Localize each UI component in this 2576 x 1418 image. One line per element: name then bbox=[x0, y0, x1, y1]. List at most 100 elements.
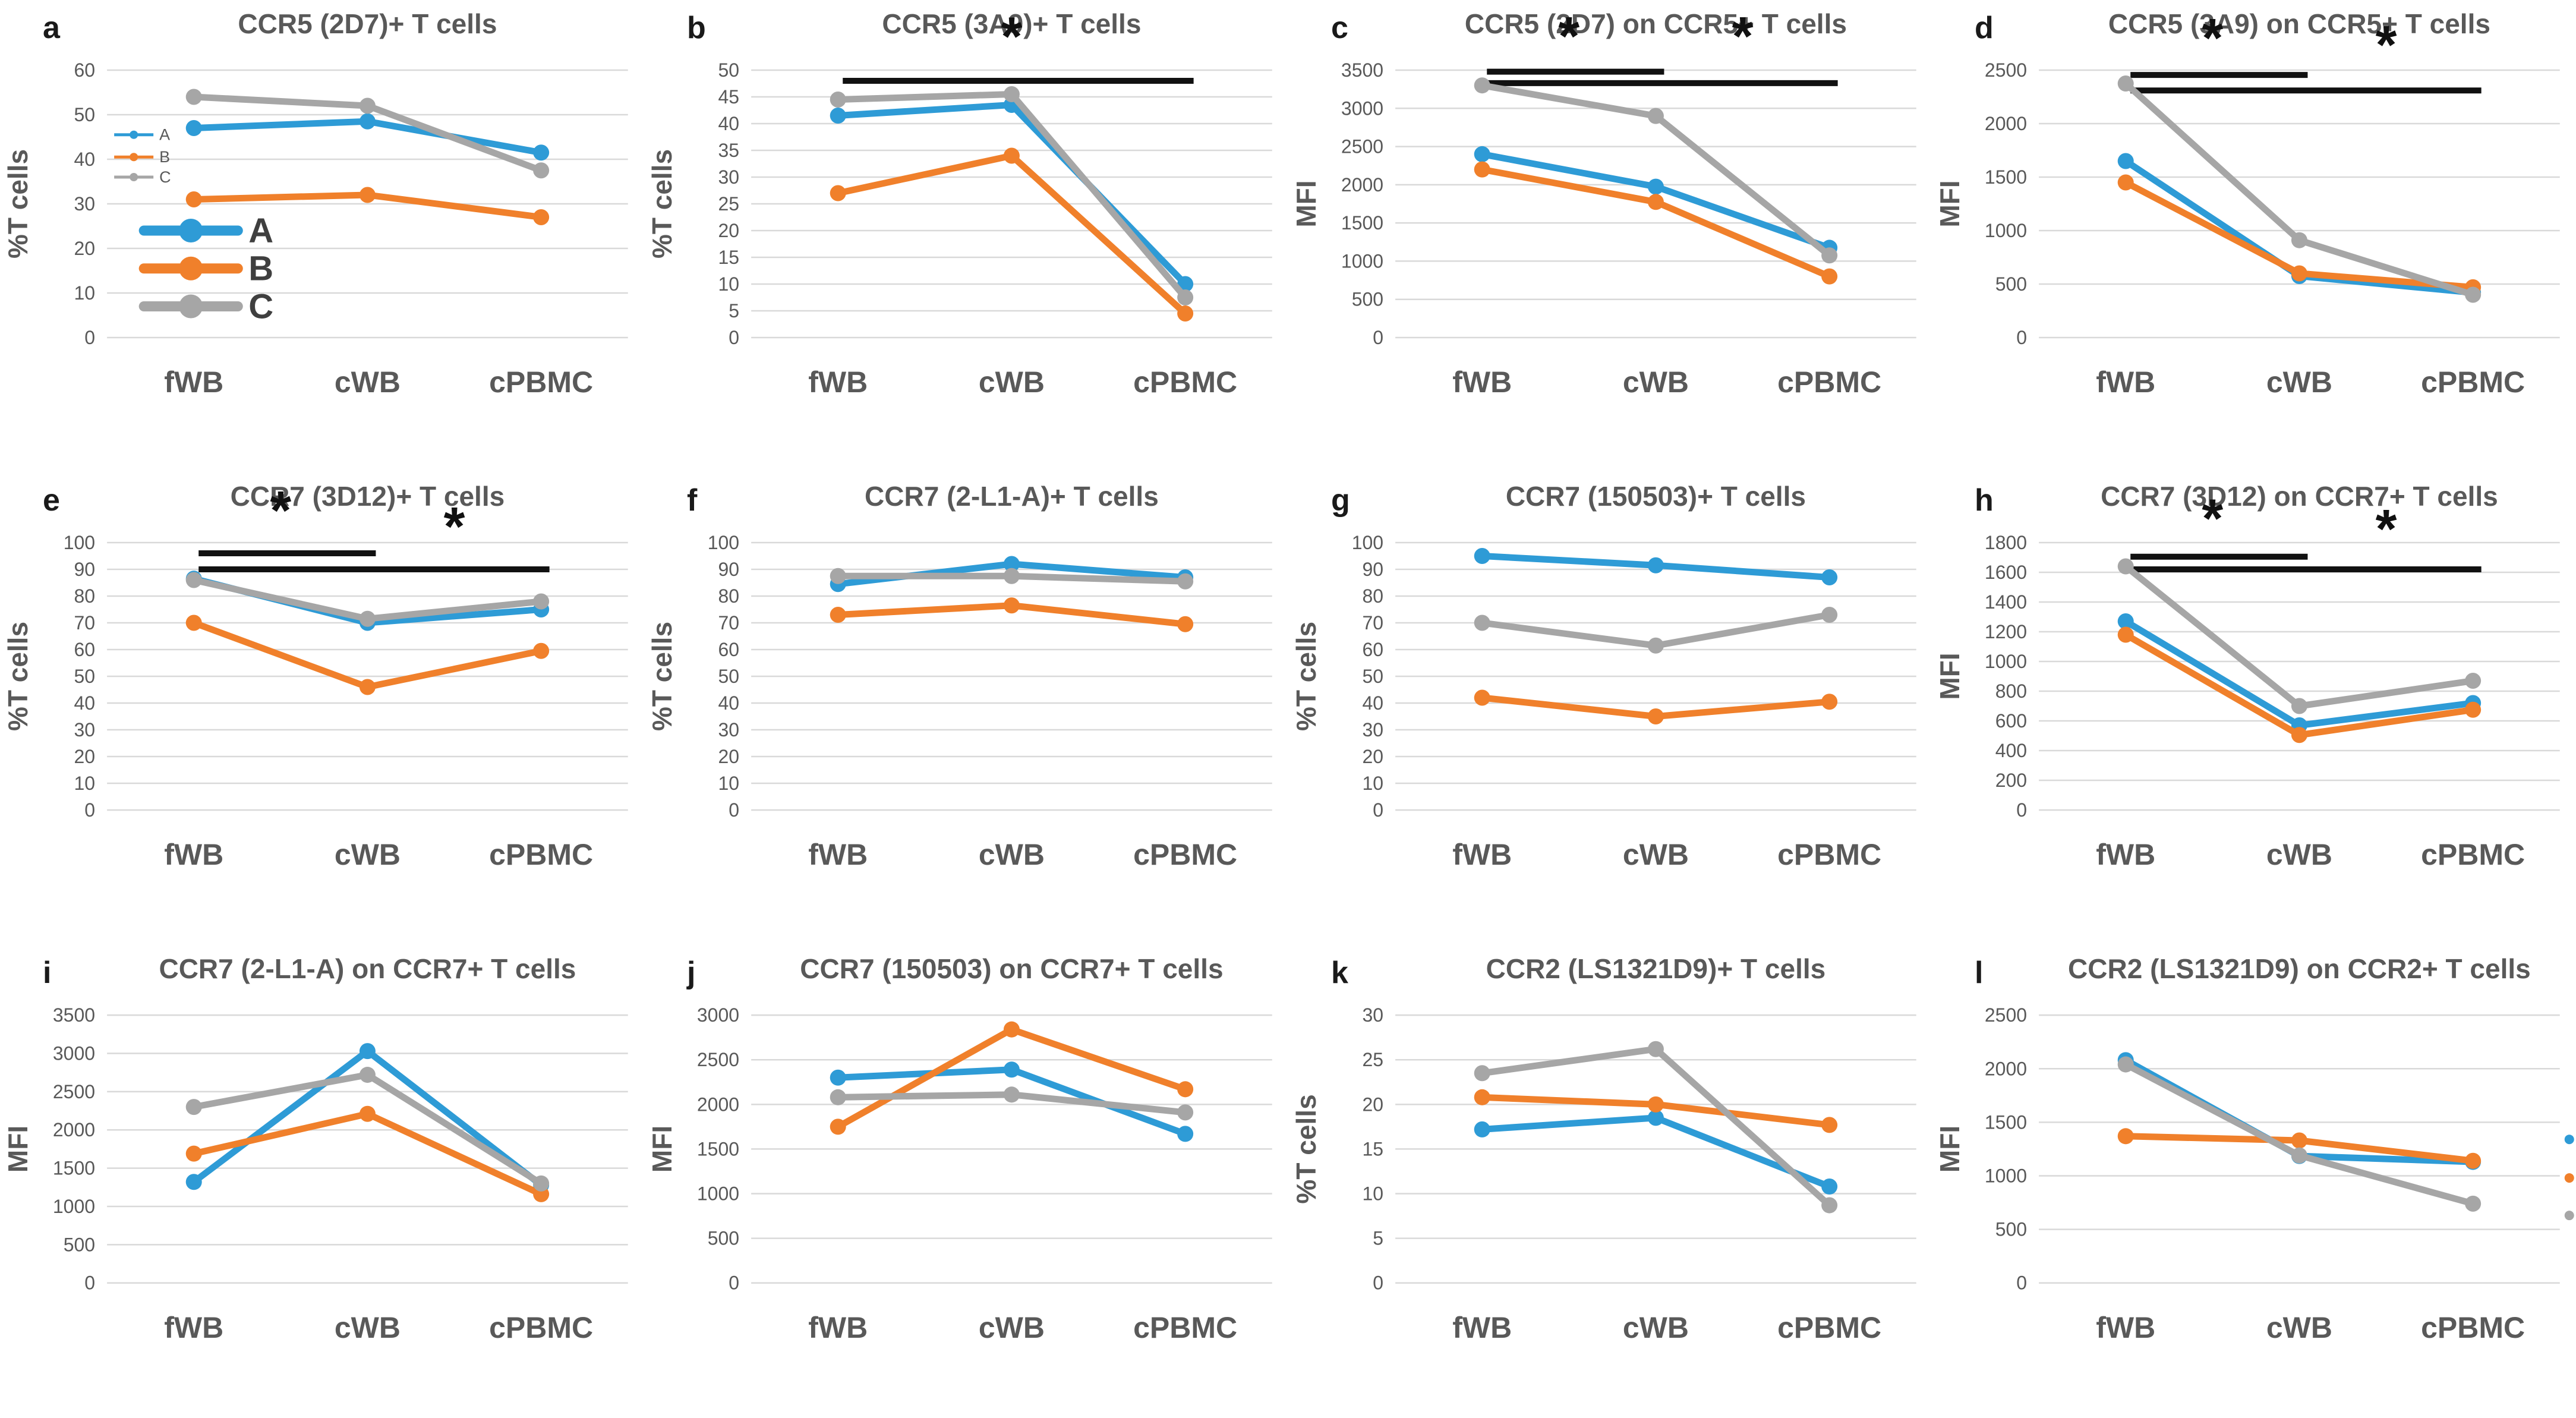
y-tick-label: 90 bbox=[1362, 559, 1383, 580]
series-B-marker bbox=[830, 185, 846, 201]
series-A-marker bbox=[359, 1043, 376, 1060]
y-tick-label: 20 bbox=[74, 746, 96, 767]
series-C-marker bbox=[1821, 247, 1837, 264]
significance-asterisk: * bbox=[1001, 6, 1022, 67]
y-tick-label: 2500 bbox=[697, 1049, 739, 1070]
chart-title: CCR5 (3A9) on CCR5+ T cells bbox=[2108, 8, 2490, 39]
panel-c-chart: 0 500 1000 1500 2000 2500 3000 3500 c CCR5 (2D7) … bbox=[1291, 5, 1916, 399]
series-C-marker bbox=[2465, 286, 2482, 303]
y-tick-label: 70 bbox=[1362, 612, 1383, 634]
panel-b-chart: 0 5 10 15 20 25 30 35 40 45 50 b CCR5 (3A9)+ T cells… bbox=[647, 6, 1272, 399]
y-axis-title: MFI bbox=[1934, 180, 1965, 227]
y-axis-title: %T cells bbox=[647, 149, 677, 259]
series-C-marker bbox=[1003, 1086, 1020, 1103]
y-tick-label: 30 bbox=[74, 193, 96, 215]
y-tick-label: 30 bbox=[1362, 719, 1383, 740]
x-tick-label: cPBMC bbox=[1133, 365, 1237, 399]
y-tick-label: 60 bbox=[74, 59, 96, 81]
legend-small-A-marker bbox=[130, 130, 138, 139]
legend-small-A-label: A bbox=[159, 126, 170, 144]
y-tick-label: 3500 bbox=[53, 1004, 95, 1026]
x-tick-label: cWB bbox=[1622, 838, 1688, 871]
y-tick-label: 3000 bbox=[53, 1043, 95, 1064]
y-tick-label: 0 bbox=[729, 799, 739, 821]
y-tick-label: 400 bbox=[1995, 740, 2027, 761]
x-tick-label: cPBMC bbox=[489, 838, 593, 871]
y-tick-label: 2500 bbox=[1341, 136, 1383, 157]
legend-large-C-label: C bbox=[248, 288, 273, 326]
series-B-marker bbox=[1474, 1089, 1490, 1105]
edge-legend-C-marker bbox=[2564, 1211, 2574, 1221]
x-tick-label: cWB bbox=[2266, 838, 2332, 871]
y-axis-title: %T cells bbox=[2, 622, 33, 731]
y-tick-label: 1500 bbox=[1341, 212, 1383, 234]
x-tick-label: fWB bbox=[164, 838, 223, 871]
y-tick-label: 100 bbox=[64, 532, 95, 553]
panel-j: 0 500 1000 1500 2000 2500 3000 j CCR7 (150503) o… bbox=[644, 945, 1288, 1418]
series-C-line bbox=[2122, 563, 2477, 710]
y-tick-label: 20 bbox=[718, 746, 739, 767]
y-tick-label: 30 bbox=[1362, 1004, 1383, 1026]
y-tick-label: 1000 bbox=[53, 1196, 95, 1217]
y-tick-label: 1500 bbox=[697, 1138, 739, 1159]
panel-a: 0 10 20 30 40 50 60 a CCR5 (2D7)+ T cells %T cell… bbox=[0, 0, 644, 472]
series-A-marker bbox=[1474, 548, 1490, 564]
y-tick-label: 10 bbox=[74, 282, 96, 304]
y-tick-label: 0 bbox=[84, 1272, 95, 1294]
legend-large-A-label: A bbox=[248, 212, 273, 250]
panel-letter: l bbox=[1975, 956, 1983, 990]
series-A-marker bbox=[1003, 1061, 1020, 1078]
y-tick-label: 90 bbox=[74, 559, 96, 580]
series-B-marker bbox=[830, 607, 846, 623]
series-C-marker bbox=[185, 89, 202, 105]
y-tick-label: 40 bbox=[718, 692, 739, 714]
series-C-marker bbox=[2117, 1056, 2134, 1073]
series-B-marker bbox=[359, 1105, 376, 1122]
y-tick-label: 1500 bbox=[53, 1158, 95, 1179]
y-tick-label: 0 bbox=[1373, 327, 1383, 348]
y-tick-label: 2500 bbox=[1985, 59, 2027, 81]
y-tick-label: 0 bbox=[84, 327, 95, 348]
series-C-marker bbox=[1003, 568, 1020, 584]
y-tick-label: 1500 bbox=[1985, 1111, 2027, 1133]
y-tick-label: 40 bbox=[718, 113, 739, 134]
y-tick-label: 50 bbox=[74, 104, 96, 125]
panel-letter: g bbox=[1331, 483, 1350, 518]
series-B-marker bbox=[185, 1145, 202, 1162]
y-tick-label: 30 bbox=[74, 719, 96, 740]
series-B-marker bbox=[1474, 161, 1490, 178]
y-tick-label: 80 bbox=[718, 585, 739, 607]
significance-asterisk: * bbox=[2202, 8, 2224, 69]
panel-a-chart: 0 10 20 30 40 50 60 a CCR5 (2D7)+ T cells %T cell… bbox=[2, 8, 628, 399]
x-tick-label: fWB bbox=[2096, 365, 2155, 399]
y-tick-label: 1600 bbox=[1985, 562, 2027, 583]
x-tick-label: cPBMC bbox=[2421, 365, 2525, 399]
series-B-marker bbox=[2117, 174, 2134, 191]
x-tick-label: cWB bbox=[1622, 1311, 1688, 1344]
series-B-marker bbox=[2291, 1132, 2308, 1149]
series-B-marker bbox=[1177, 305, 1193, 322]
x-tick-label: fWB bbox=[808, 1311, 868, 1344]
series-B-marker bbox=[1003, 1021, 1020, 1038]
y-tick-label: 40 bbox=[1362, 692, 1383, 714]
chart-title: CCR5 (2D7) on CCR5+ T cells bbox=[1464, 8, 1846, 39]
y-tick-label: 45 bbox=[718, 86, 739, 108]
chart-title: CCR7 (150503) on CCR7+ T cells bbox=[800, 953, 1223, 984]
x-tick-label: cWB bbox=[335, 365, 401, 399]
y-tick-label: 0 bbox=[2017, 327, 2028, 348]
series-C-marker bbox=[2465, 673, 2482, 689]
panel-letter: e bbox=[43, 483, 60, 518]
y-axis-title: %T cells bbox=[2, 149, 33, 259]
series-A-marker bbox=[1647, 1110, 1664, 1126]
panel-letter: c bbox=[1331, 11, 1348, 45]
x-tick-label: fWB bbox=[1452, 838, 1512, 871]
y-tick-label: 10 bbox=[1362, 1183, 1383, 1205]
y-tick-label: 2000 bbox=[1985, 113, 2027, 134]
x-tick-label: fWB bbox=[808, 365, 868, 399]
series-B-marker bbox=[1177, 1081, 1193, 1098]
y-tick-label: 1000 bbox=[697, 1183, 739, 1205]
series-B-marker bbox=[1003, 147, 1020, 164]
x-tick-label: cPBMC bbox=[2421, 838, 2525, 871]
panel-k-chart: 0 5 10 15 20 25 30 k CCR2 (LS1321D9)+ T cells %T … bbox=[1291, 953, 1916, 1344]
